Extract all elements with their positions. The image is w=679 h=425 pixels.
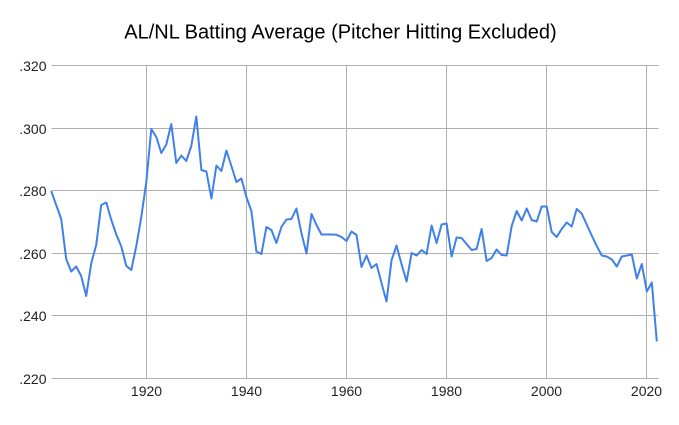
svg-text:1920: 1920 bbox=[131, 383, 162, 399]
svg-text:.300: .300 bbox=[19, 121, 46, 137]
svg-text:.260: .260 bbox=[19, 246, 46, 262]
svg-text:.240: .240 bbox=[19, 308, 46, 324]
svg-text:.220: .220 bbox=[19, 371, 46, 387]
svg-text:1980: 1980 bbox=[431, 383, 462, 399]
svg-text:AL/NL Batting Average (Pitcher: AL/NL Batting Average (Pitcher Hitting E… bbox=[124, 22, 556, 44]
svg-text:1960: 1960 bbox=[331, 383, 362, 399]
svg-text:.320: .320 bbox=[19, 58, 46, 74]
svg-text:1940: 1940 bbox=[231, 383, 262, 399]
svg-text:2020: 2020 bbox=[631, 383, 662, 399]
svg-text:.280: .280 bbox=[19, 183, 46, 199]
svg-text:2000: 2000 bbox=[531, 383, 562, 399]
